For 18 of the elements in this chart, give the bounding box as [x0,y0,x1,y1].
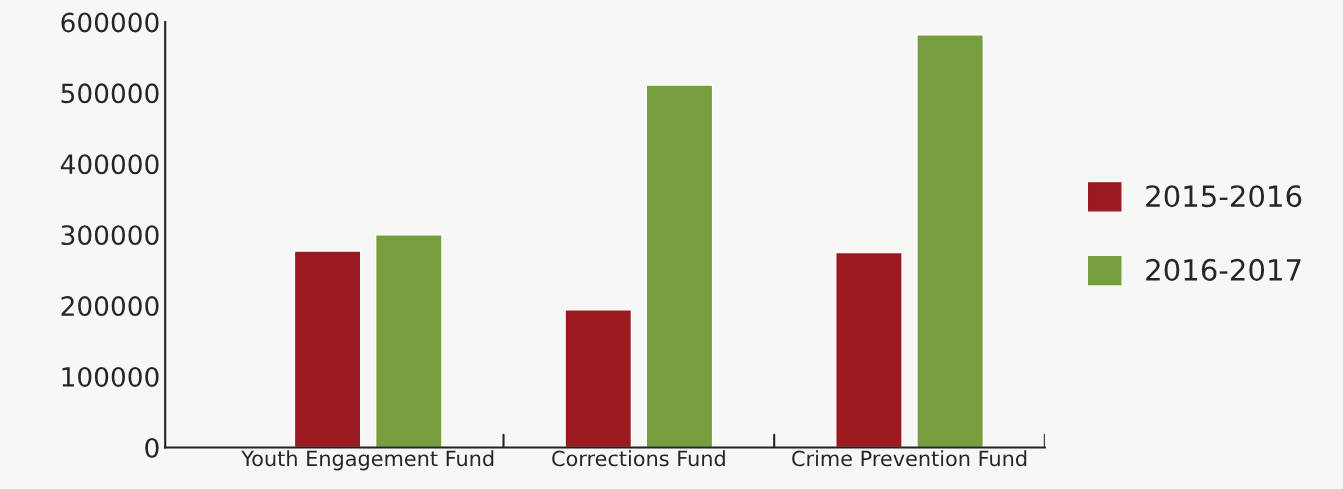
y-tick-label: 100000 [62,366,159,387]
legend-label: 2016-2017 [1146,258,1301,281]
x-tick-label: Youth Engagement Fund [241,450,494,471]
bar [645,84,714,448]
bar [374,234,443,448]
y-tick-label: 500000 [61,83,159,104]
y-tick-label: 300000 [61,225,159,246]
y-tick-label: 600000 [61,12,159,33]
bar [564,309,633,448]
bar [916,34,984,448]
x-tick-label: Corrections Fund [552,450,725,467]
x-tick-label: Crime Prevention Fund [792,450,1027,467]
y-tick-label: 200000 [61,296,159,317]
bar [293,250,362,448]
bar [835,251,903,448]
y-tick-label: 400000 [60,154,159,175]
y-tick-label: 0 [145,437,159,458]
legend-label: 2015-2016 [1146,185,1302,208]
